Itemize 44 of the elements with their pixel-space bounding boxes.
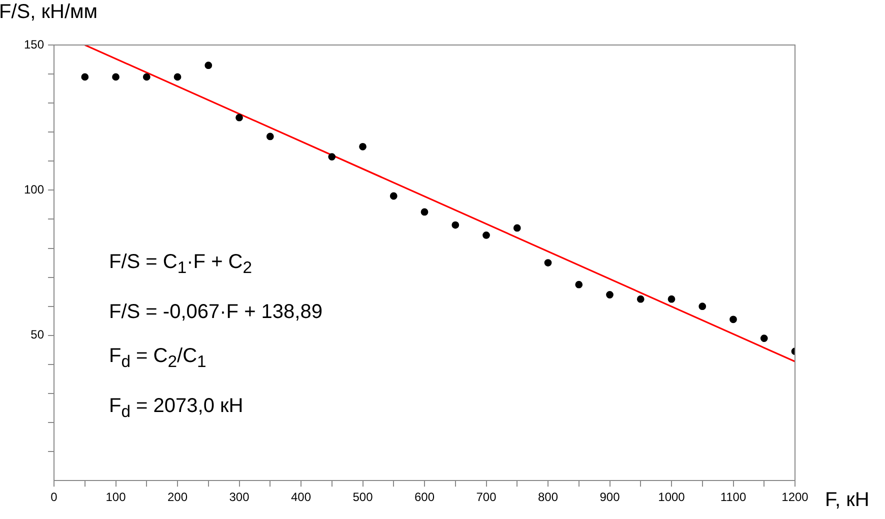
point: [544, 259, 552, 266]
y-tick-label: 100: [24, 182, 44, 197]
x-tick-label: 1200: [782, 490, 809, 504]
x-tick-label: 200: [168, 490, 188, 504]
y-tick-label: 50: [30, 328, 44, 342]
annotation: F$_{d}$ = 2073,0 кН: [109, 394, 244, 423]
point: [760, 334, 768, 342]
point: [359, 142, 366, 150]
x-tick-label: 100: [106, 490, 126, 504]
x-tick-label: 800: [538, 490, 558, 504]
x-tick-label: 1100: [720, 490, 746, 504]
point: [575, 280, 583, 288]
point: [390, 192, 398, 200]
point: [668, 295, 676, 303]
point: [328, 153, 336, 161]
annotation: F/S = -0,067·F + 138,89: [109, 300, 322, 325]
point: [482, 232, 490, 239]
x-tick-label: 0: [50, 490, 58, 504]
point: [174, 73, 182, 81]
x-axis-title: F, кН: [825, 488, 870, 512]
y-axis-title: F/S, кН/мм: [0, 1, 98, 24]
point: [420, 208, 428, 216]
x-tick-label: 700: [476, 490, 497, 504]
annotation: F$_{d}$ = C$_{2}$/C$_{1}$: [109, 344, 208, 373]
x-tick-label: 400: [291, 490, 312, 504]
x-tick-label: 600: [414, 490, 435, 504]
point: [606, 291, 614, 298]
point: [236, 114, 243, 122]
x-tick-label: 300: [229, 490, 250, 504]
point: [204, 62, 212, 70]
x-tick-label: 900: [600, 490, 620, 504]
x-tick-label: 1000: [658, 490, 686, 504]
point: [142, 73, 150, 81]
point: [698, 302, 706, 310]
point: [266, 132, 274, 140]
annotation: F/S = C$_{1}$·F + C$_{2}$: [109, 250, 254, 279]
point: [513, 224, 521, 232]
y-tick-label: 150: [24, 37, 44, 52]
x-tick-label: 500: [352, 490, 374, 504]
point: [452, 221, 460, 229]
point: [112, 73, 120, 81]
point: [730, 316, 737, 324]
point: [636, 295, 644, 303]
point: [81, 73, 89, 81]
